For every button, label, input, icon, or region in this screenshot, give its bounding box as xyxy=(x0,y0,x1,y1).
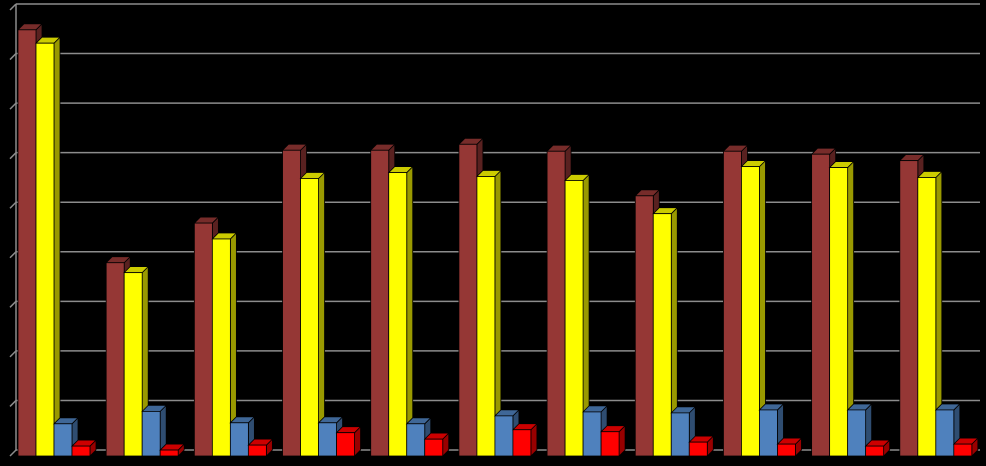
bar-front xyxy=(247,444,267,457)
bar-front xyxy=(865,445,885,457)
bar-front xyxy=(811,153,831,457)
grid-line-side xyxy=(9,152,17,160)
bar xyxy=(247,438,274,457)
bar xyxy=(159,443,186,457)
bar xyxy=(35,36,61,457)
bar-front xyxy=(688,441,708,457)
bar-front xyxy=(777,443,796,457)
bar-front xyxy=(229,422,249,457)
bar-front xyxy=(634,195,654,457)
grid-line-side xyxy=(9,3,17,11)
bar-front xyxy=(582,411,602,457)
bar-front xyxy=(670,412,690,457)
bar-front xyxy=(723,150,742,457)
bar xyxy=(652,206,679,457)
bar xyxy=(758,402,785,457)
grid-line-side xyxy=(9,102,17,110)
bar-front xyxy=(71,445,91,457)
bar-front xyxy=(105,262,125,457)
bar-side xyxy=(318,171,325,457)
grid-line-side xyxy=(9,449,17,457)
bar-front xyxy=(652,213,672,457)
bar-front xyxy=(476,176,496,457)
bar-side xyxy=(53,36,61,457)
bar-front xyxy=(759,409,778,457)
grid-line-side xyxy=(9,201,17,209)
bar-front xyxy=(953,443,973,457)
bar xyxy=(475,169,502,457)
bar-front xyxy=(211,238,231,457)
bar-front xyxy=(370,149,390,457)
bar-front xyxy=(424,438,444,457)
bar-front xyxy=(546,150,566,457)
bar-front xyxy=(159,449,179,457)
bar-front xyxy=(899,160,919,457)
bar-front xyxy=(741,166,760,457)
bar xyxy=(864,439,891,457)
bar xyxy=(71,439,97,457)
bar xyxy=(670,405,697,457)
grid-line-side xyxy=(9,53,17,61)
grid-line-side xyxy=(9,251,17,259)
bar-front xyxy=(17,29,37,457)
bar-front xyxy=(141,410,161,457)
bar xyxy=(387,165,414,457)
bar-front xyxy=(512,429,532,457)
bar xyxy=(828,160,855,457)
bar-front xyxy=(53,423,73,457)
bar xyxy=(299,171,326,457)
bar-front xyxy=(123,272,143,457)
bar-front xyxy=(318,422,337,457)
bar-front xyxy=(847,409,867,457)
bar-front xyxy=(300,178,319,457)
bar xyxy=(776,437,803,457)
bar-front xyxy=(829,167,849,457)
bar-front xyxy=(458,143,478,457)
bar-front xyxy=(935,409,955,457)
grid-line-side xyxy=(9,399,17,407)
bar xyxy=(335,425,362,457)
bar-front xyxy=(193,222,213,457)
bar-front xyxy=(917,177,937,457)
bar-front xyxy=(282,149,301,457)
bar-front xyxy=(388,172,408,457)
bar xyxy=(511,422,538,457)
bar-front xyxy=(564,180,584,457)
bar-front xyxy=(336,432,355,457)
bar-front xyxy=(406,423,426,457)
grid-line-side xyxy=(9,300,17,308)
grid-line-side xyxy=(9,350,17,358)
bar xyxy=(952,437,979,457)
bar-front xyxy=(494,415,514,457)
bar xyxy=(600,424,627,457)
bar xyxy=(423,432,450,457)
bar-front xyxy=(600,431,620,457)
bar-side xyxy=(406,165,414,457)
bar xyxy=(916,170,943,457)
bar xyxy=(564,173,591,457)
bar xyxy=(141,404,168,457)
bar-front xyxy=(35,42,55,457)
bar xyxy=(688,435,715,457)
